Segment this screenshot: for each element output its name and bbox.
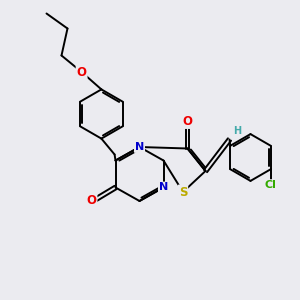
Text: H: H: [233, 126, 241, 136]
Text: N: N: [159, 182, 168, 193]
Text: N: N: [135, 142, 144, 152]
Text: O: O: [86, 194, 97, 208]
Text: O: O: [76, 65, 87, 79]
Text: S: S: [179, 185, 187, 199]
Text: Cl: Cl: [265, 180, 277, 190]
Text: O: O: [182, 115, 193, 128]
